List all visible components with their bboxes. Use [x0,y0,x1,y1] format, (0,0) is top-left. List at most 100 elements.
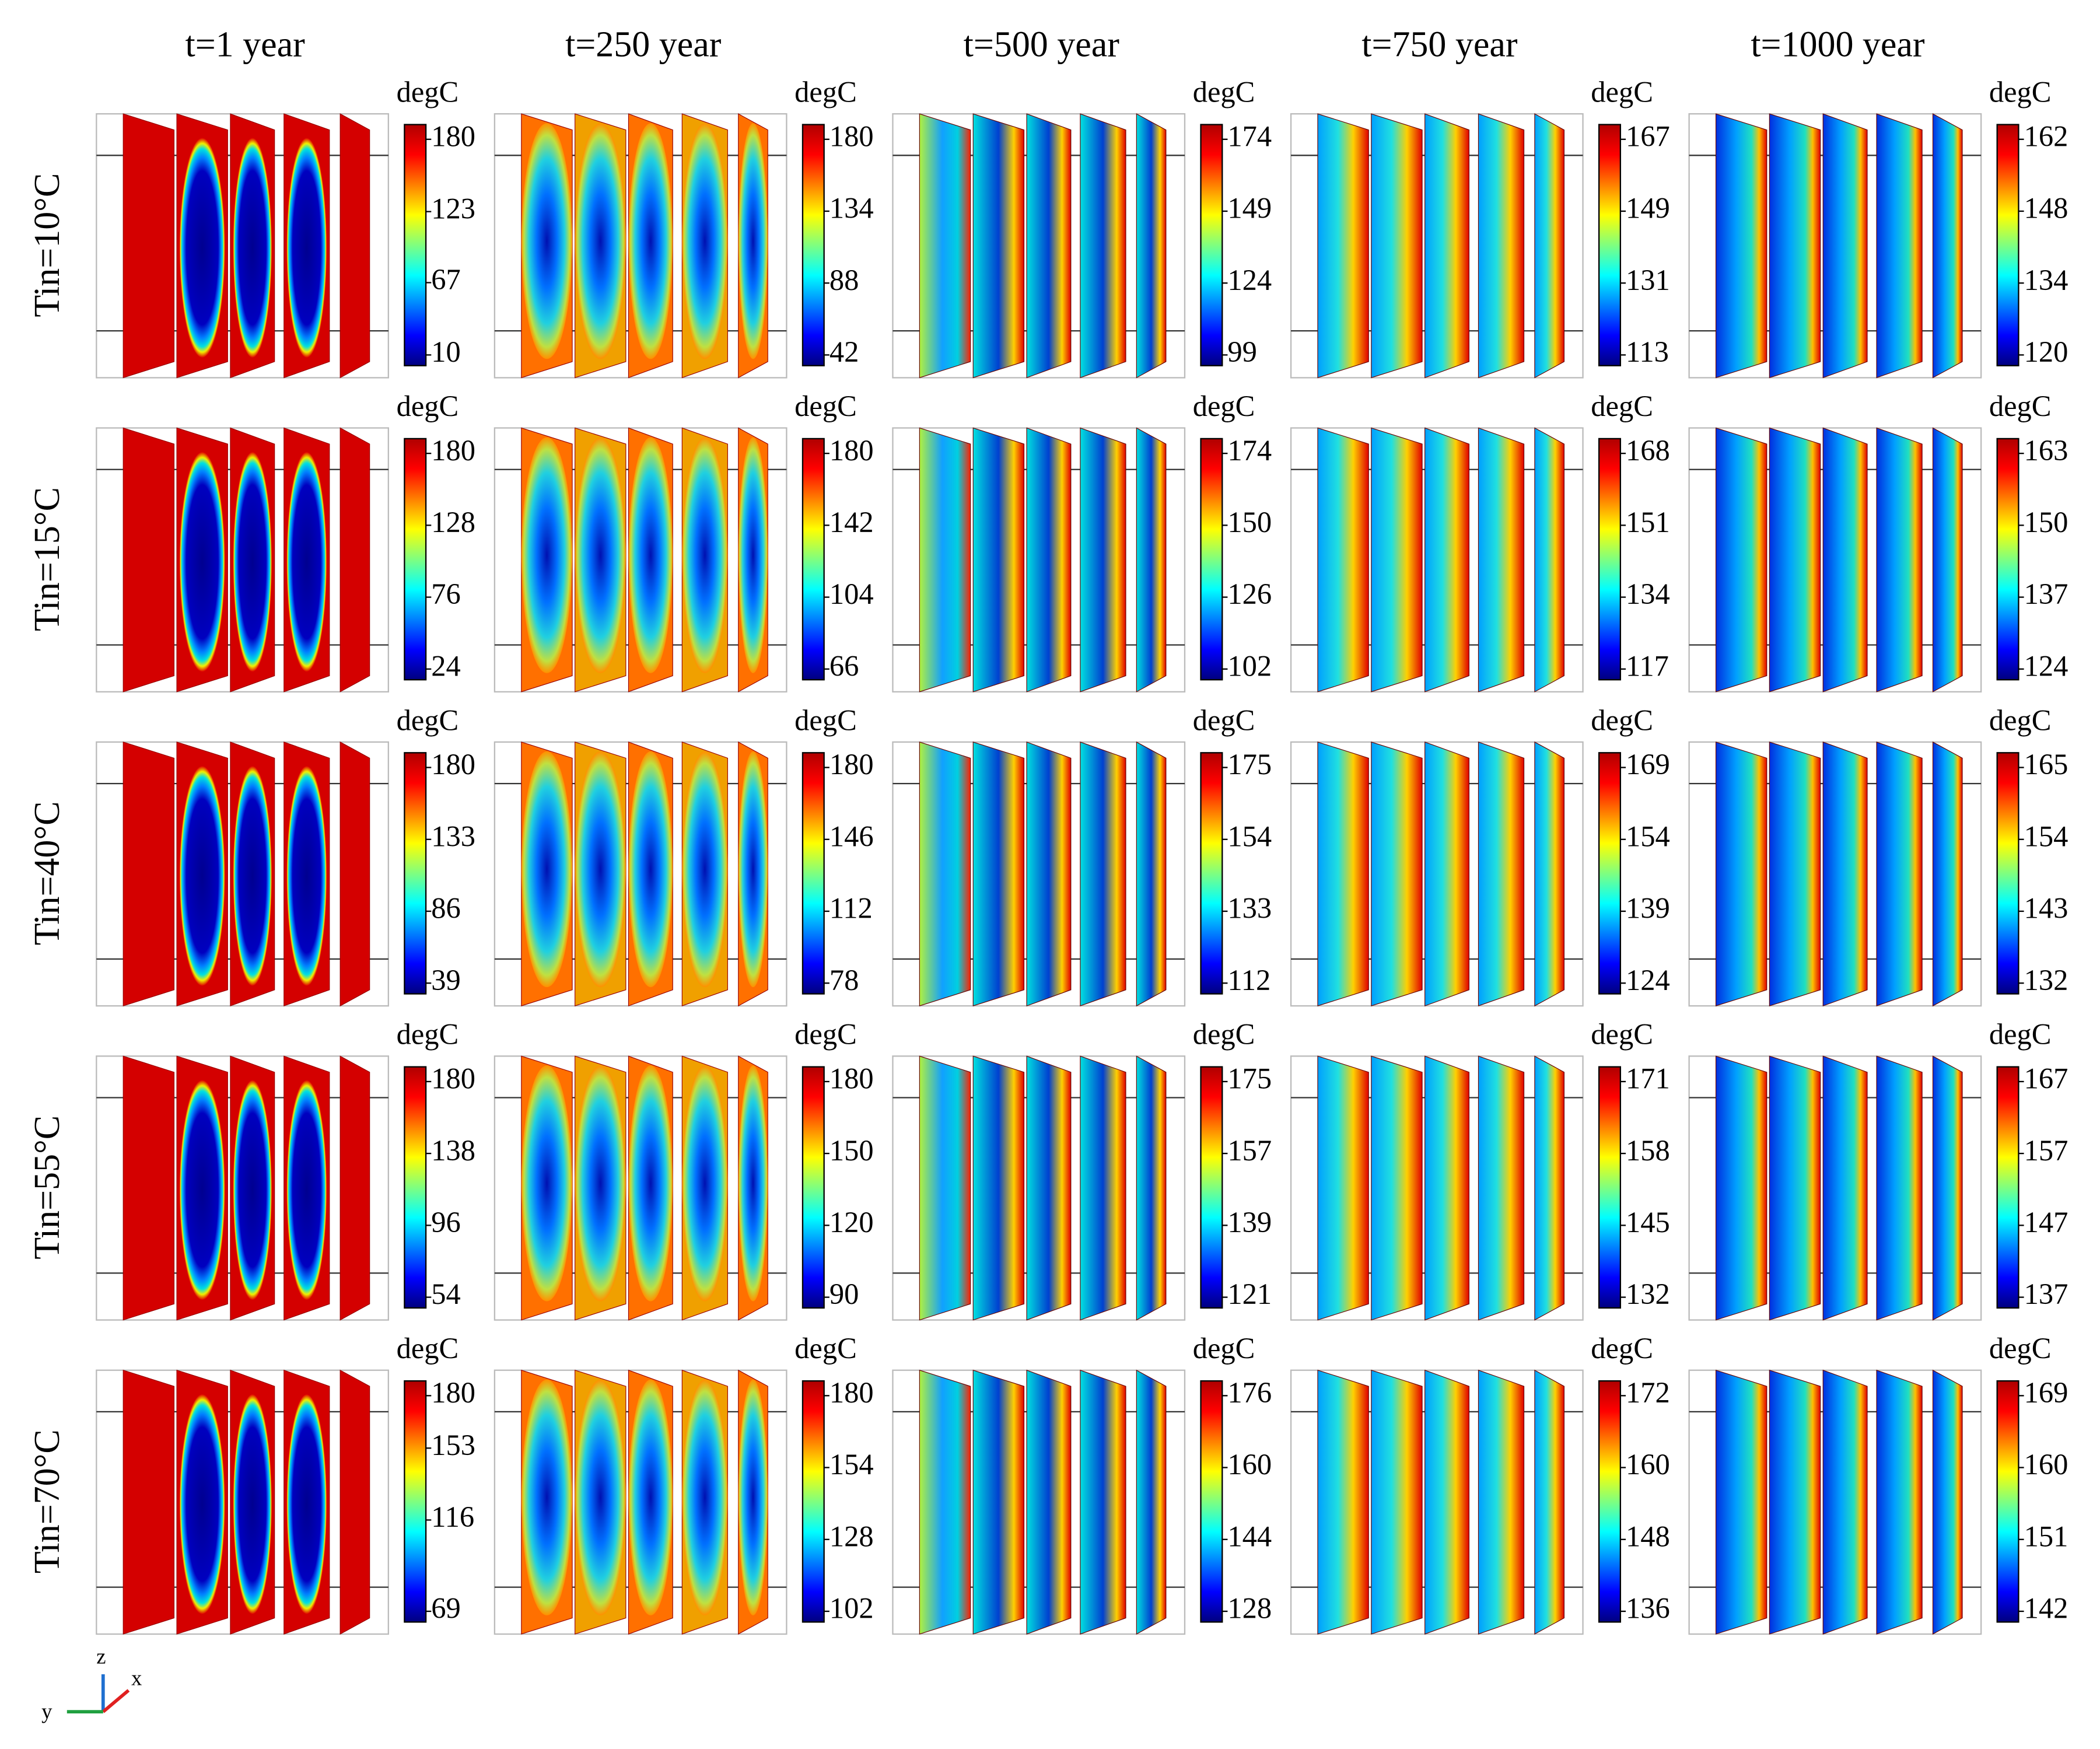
panel: degC 180 128 76 24 [96,390,475,692]
triad-x [102,1689,130,1713]
colorbar-tick-label: 133 [1227,892,1272,925]
slab [1026,113,1072,379]
colorbar-tick-label: 137 [2024,1278,2068,1310]
slab [1769,1055,1821,1321]
colorbar-unit: degC [1591,1332,1653,1365]
panel: degC 167 149 131 113 [1290,75,1670,379]
panel: degC 167 157 147 137 [1688,1018,2068,1321]
cold-plume [521,437,573,673]
slab [1876,1055,1923,1321]
cold-plume [286,452,327,672]
slab [1080,1055,1126,1321]
colorbar [1598,752,1621,995]
colorbar-tick-label: 132 [1626,1278,1670,1310]
colorbar-unit: degC [397,1332,459,1365]
colorbar-unit: degC [1193,1018,1255,1051]
slab [1371,427,1423,692]
colorbar-tick-label: 175 [1227,748,1272,781]
colorbar-tick-label: 66 [830,649,859,682]
slab [1769,427,1821,692]
box [1290,1055,1584,1321]
slab [1317,741,1369,1007]
cold-plume [682,1379,728,1615]
slab [1424,1369,1469,1635]
colorbar-tick-label: 126 [1227,578,1272,610]
cold-plume [575,437,626,673]
cold-plume [233,1080,272,1300]
slab [1371,741,1423,1007]
box [1688,741,1982,1007]
colorbar-tick-label: 104 [830,578,874,610]
slab [1424,741,1469,1007]
cold-plume [738,437,768,673]
colorbar-unit: degC [1989,1018,2052,1051]
slab [123,741,175,1007]
slab [1371,1369,1423,1635]
colorbar [404,438,427,681]
slab [1876,427,1923,692]
colorbar [1598,1380,1621,1623]
slab [1478,1055,1525,1321]
colorbar-tick-label: 24 [431,649,461,682]
panel: degC 168 151 134 117 [1290,390,1670,692]
cold-plume [682,437,728,673]
slab [1822,741,1868,1007]
colorbar-tick-label: 174 [1227,120,1272,152]
colorbar-tick-label: 90 [830,1278,859,1310]
colorbar-tick-label: 167 [2024,1062,2068,1095]
panel: degC 180 142 104 66 [494,390,874,692]
colorbar-tick-label: 151 [2024,1520,2068,1552]
colorbar-tick-label: 169 [1626,748,1670,781]
box [96,741,389,1007]
box [96,427,389,692]
slab [1822,427,1868,692]
slab [123,427,175,692]
cold-plume [738,1379,768,1615]
colorbar-tick-label: 180 [830,748,874,781]
box [1688,1055,1982,1321]
slab [919,1055,971,1321]
slab [1932,113,1963,379]
colorbar-tick-label: 102 [830,1592,874,1625]
colorbar [1598,1066,1621,1309]
cold-plume [738,751,768,988]
colorbar-tick-label: 116 [431,1500,474,1533]
slab [340,427,370,692]
slab [1822,1055,1868,1321]
slab [1026,1369,1072,1635]
box [1290,741,1584,1007]
panel: degC 180 133 86 39 [96,704,475,1007]
colorbar-unit: degC [794,390,857,422]
colorbar-tick-label: 142 [2024,1592,2068,1625]
box [1688,113,1982,379]
colorbar-tick-label: 172 [1626,1376,1670,1409]
panel: degC 180 138 96 54 [96,1018,475,1321]
slab [1822,1369,1868,1635]
colorbar-tick-label: 168 [1626,434,1670,467]
row-label: Tin=10°C [27,173,67,317]
slab [1478,113,1525,379]
cold-plume [233,766,272,986]
slab [123,1055,175,1321]
cold-plume [628,751,673,988]
row-label: Tin=70°C [27,1429,67,1573]
slab [1371,1055,1423,1321]
colorbar-tick-label: 150 [2024,506,2068,538]
slab [1080,113,1126,379]
slab [1136,1369,1167,1635]
colorbar [802,438,825,681]
slab [1317,1055,1369,1321]
colorbar-tick-label: 120 [830,1206,874,1239]
slab [1534,427,1564,692]
cold-plume [521,123,573,359]
colorbar-tick-label: 96 [431,1206,461,1239]
panel: degC 169 154 139 124 [1290,704,1670,1007]
slab [1876,113,1923,379]
box [892,1369,1186,1635]
colorbar-tick-label: 174 [1227,434,1272,467]
colorbar-tick-label: 134 [1626,578,1670,610]
slab [972,741,1025,1007]
colorbar-unit: degC [794,1018,857,1051]
slab [1080,1369,1126,1635]
